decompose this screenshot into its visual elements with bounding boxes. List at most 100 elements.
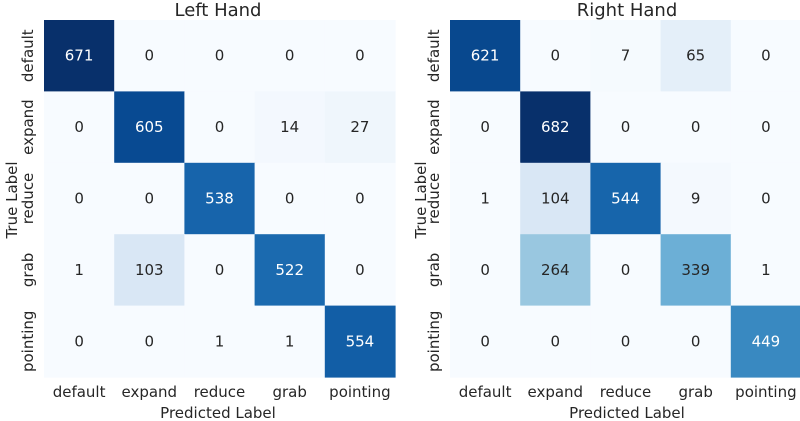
left-cell-value: 538 xyxy=(205,190,234,208)
left-cell-default-default xyxy=(44,20,115,92)
left-x-tick-label: pointing xyxy=(329,383,390,401)
left-x-tick-label: expand xyxy=(122,383,178,401)
right-cell-default-expand xyxy=(520,20,591,92)
left-cell-reduce-pointing xyxy=(324,162,396,235)
right-cell-value: 7 xyxy=(621,47,631,65)
right-cell-grab-expand xyxy=(520,234,591,307)
right-hand-heatmap: 621 0 7 65 0 0 682 0 0 0 1 104 544 9 0 0 264 0 339 1 0 0 0 0 449… xyxy=(425,20,800,401)
right-x-tick-label: grab xyxy=(678,383,712,401)
left-cell-reduce-reduce xyxy=(184,162,256,235)
left-cell-value: 1 xyxy=(74,261,84,279)
left-cell-expand-grab xyxy=(254,91,326,164)
right-x-tick-label: default xyxy=(459,383,512,401)
left-cell-value: 0 xyxy=(355,190,365,208)
right-chart-title: Right Hand xyxy=(577,0,678,21)
left-cell-value: 0 xyxy=(74,118,84,136)
left-cell-default-reduce xyxy=(184,20,256,92)
right-cell-reduce-default xyxy=(450,162,521,235)
left-cell-expand-expand xyxy=(114,91,185,164)
left-cell-expand-pointing xyxy=(324,91,396,164)
right-cell-value: 0 xyxy=(621,261,631,279)
right-x-axis-label: Predicted Label xyxy=(569,404,685,421)
left-cell-value: 0 xyxy=(355,47,365,65)
left-cell-reduce-grab xyxy=(254,162,326,235)
right-cell-value: 104 xyxy=(541,190,570,208)
right-cell-value: 544 xyxy=(611,190,640,208)
right-y-axis-label: True Label xyxy=(412,161,430,239)
right-x-tick-label: reduce xyxy=(600,383,652,401)
left-cell-reduce-default xyxy=(44,162,115,235)
right-cell-value: 682 xyxy=(541,118,570,136)
right-cell-expand-pointing xyxy=(730,91,800,164)
right-cell-value: 0 xyxy=(480,118,490,136)
left-cell-grab-expand xyxy=(114,234,185,307)
right-cell-reduce-grab xyxy=(660,162,732,235)
left-cell-value: 103 xyxy=(135,261,164,279)
right-cell-value: 0 xyxy=(691,332,701,350)
right-cell-grab-default xyxy=(450,234,521,307)
right-cell-value: 65 xyxy=(686,47,705,65)
left-cell-value: 0 xyxy=(355,261,365,279)
right-cell-expand-expand xyxy=(520,91,591,164)
left-cell-value: 0 xyxy=(145,190,155,208)
left-y-tick-label: default xyxy=(19,29,37,82)
right-cell-value: 339 xyxy=(681,261,710,279)
right-cell-grab-pointing xyxy=(730,234,800,307)
right-cell-value: 1 xyxy=(761,261,771,279)
left-y-tick-label: grab xyxy=(19,253,37,287)
left-x-tick-label: default xyxy=(53,383,106,401)
left-cell-pointing-pointing xyxy=(324,305,396,378)
left-cell-grab-pointing xyxy=(324,234,396,307)
right-cell-value: 0 xyxy=(480,332,490,350)
right-cell-value: 449 xyxy=(752,332,781,350)
right-cell-expand-default xyxy=(450,91,521,164)
right-cell-default-default xyxy=(450,20,521,92)
right-cell-default-grab xyxy=(660,20,732,92)
right-y-tick-label: reduce xyxy=(425,173,443,225)
left-cell-value: 0 xyxy=(145,47,155,65)
right-cell-value: 0 xyxy=(621,332,631,350)
left-x-tick-label: grab xyxy=(272,383,306,401)
left-chart-title: Left Hand xyxy=(175,0,262,21)
left-cell-value: 605 xyxy=(135,118,164,136)
right-cell-value: 621 xyxy=(471,47,500,65)
left-cell-reduce-expand xyxy=(114,162,185,235)
right-cell-grab-reduce xyxy=(590,234,662,307)
left-y-tick-label: pointing xyxy=(19,311,37,372)
left-x-axis-label: Predicted Label xyxy=(160,404,276,421)
left-cell-grab-default xyxy=(44,234,115,307)
left-cell-default-expand xyxy=(114,20,185,92)
right-cell-value: 9 xyxy=(691,190,701,208)
right-cell-value: 0 xyxy=(691,118,701,136)
right-x-tick-label: pointing xyxy=(735,383,796,401)
right-cell-default-reduce xyxy=(590,20,662,92)
left-y-axis-label: True Label xyxy=(3,161,21,239)
left-cell-value: 27 xyxy=(350,118,369,136)
right-x-tick-label: expand xyxy=(528,383,584,401)
left-cell-grab-reduce xyxy=(184,234,256,307)
left-cell-default-pointing xyxy=(324,20,396,92)
left-cell-value: 522 xyxy=(275,261,304,279)
right-cell-pointing-pointing xyxy=(730,305,800,378)
right-y-tick-label: default xyxy=(425,29,443,82)
left-cell-value: 0 xyxy=(215,118,225,136)
left-cell-value: 1 xyxy=(215,332,225,350)
left-cell-expand-default xyxy=(44,91,115,164)
left-cell-value: 0 xyxy=(74,332,84,350)
right-cell-pointing-default xyxy=(450,305,521,378)
right-cell-value: 0 xyxy=(551,332,561,350)
left-hand-heatmap: 671 0 0 0 0 0 605 0 14 27 0 0 538 0 0 1 103 0 522 0 0 0 1 1 554 d… xyxy=(19,20,396,401)
right-cell-expand-grab xyxy=(660,91,732,164)
left-y-tick-label: expand xyxy=(19,99,37,155)
right-cell-reduce-reduce xyxy=(590,162,662,235)
right-cell-reduce-pointing xyxy=(730,162,800,235)
right-cell-value: 0 xyxy=(551,47,561,65)
left-cell-value: 0 xyxy=(215,261,225,279)
right-cell-pointing-grab xyxy=(660,305,732,378)
right-cell-value: 0 xyxy=(761,47,771,65)
left-cell-value: 14 xyxy=(280,118,299,136)
right-y-tick-label: expand xyxy=(425,99,443,155)
right-cell-value: 264 xyxy=(541,261,570,279)
right-cell-value: 0 xyxy=(761,118,771,136)
left-cell-value: 1 xyxy=(285,332,295,350)
